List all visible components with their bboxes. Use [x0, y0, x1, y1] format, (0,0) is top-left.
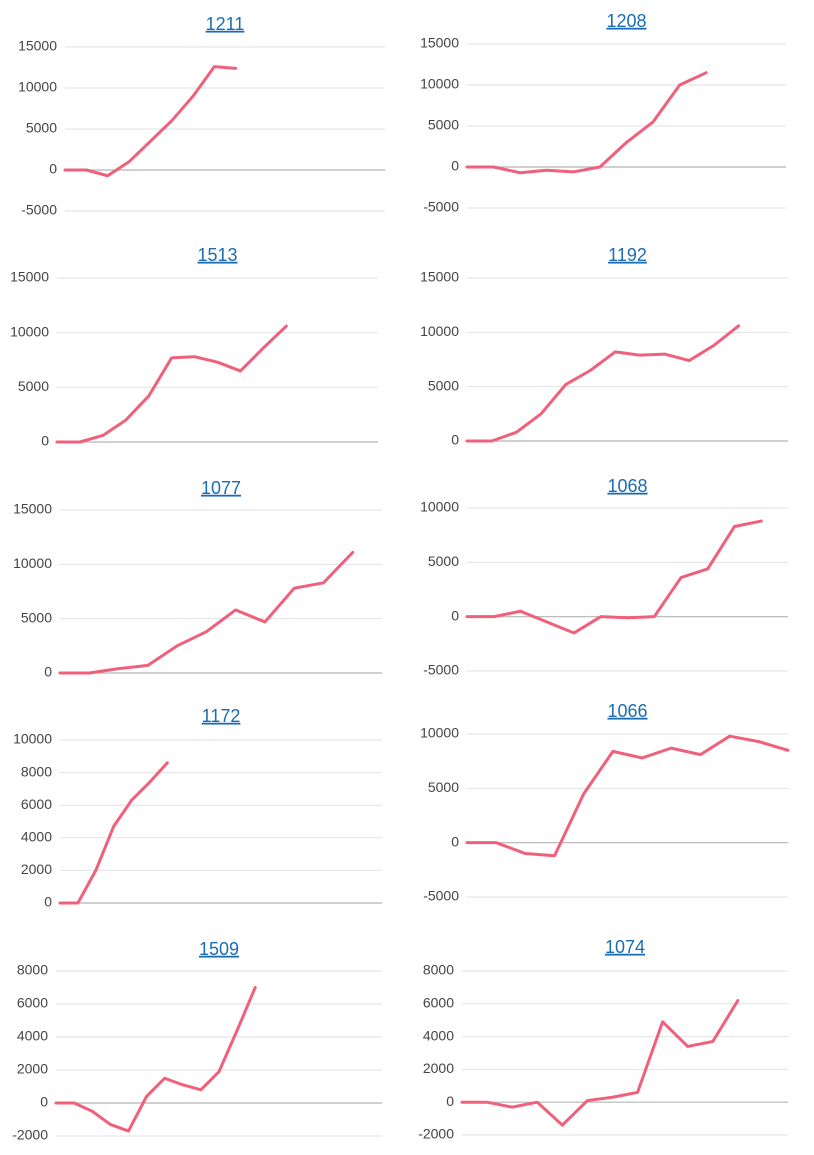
- series-line: [465, 734, 790, 858]
- y-tick-label: 15000: [420, 269, 459, 285]
- chart-title[interactable]: 1513: [197, 245, 237, 265]
- series-line: [460, 999, 740, 1127]
- chart-title[interactable]: 1509: [199, 939, 239, 959]
- y-tick-label: 8000: [17, 962, 48, 978]
- chart-title[interactable]: 1208: [606, 11, 646, 31]
- y-tick-label: 0: [44, 894, 52, 910]
- y-tick-label: 5000: [18, 378, 49, 394]
- y-tick-label: 4000: [17, 1028, 48, 1044]
- chart-title[interactable]: 1192: [608, 245, 647, 265]
- chart-title[interactable]: 1077: [201, 478, 241, 498]
- y-tick-label: 5000: [428, 117, 459, 133]
- y-tick-label: 0: [451, 607, 459, 623]
- y-tick-label: 5000: [26, 120, 57, 136]
- y-tick-label: -5000: [423, 888, 459, 904]
- series-line: [465, 519, 763, 635]
- chart-title[interactable]: 1211: [206, 14, 245, 34]
- y-tick-label: 10000: [420, 76, 459, 92]
- y-tick-label: 5000: [428, 377, 459, 393]
- y-tick-label: 6000: [17, 995, 48, 1011]
- series-line: [58, 761, 169, 905]
- y-tick-label: 8000: [423, 962, 454, 978]
- y-tick-label: 6000: [21, 796, 52, 812]
- y-tick-label: -5000: [423, 199, 459, 215]
- y-tick-label: 15000: [13, 501, 52, 517]
- y-tick-label: 4000: [21, 829, 52, 845]
- series-line: [58, 550, 355, 675]
- y-tick-label: 0: [49, 161, 57, 177]
- y-tick-label: 0: [41, 433, 49, 449]
- series-line: [465, 71, 708, 175]
- y-tick-label: 0: [446, 1093, 454, 1109]
- y-tick-label: 0: [451, 432, 459, 448]
- y-tick-label: -5000: [21, 202, 57, 218]
- y-tick-label: 15000: [10, 269, 49, 285]
- series-line: [55, 324, 288, 444]
- series-line: [63, 65, 238, 178]
- chart-title[interactable]: 1172: [202, 706, 241, 726]
- y-tick-label: 0: [40, 1094, 48, 1110]
- y-tick-label: 2000: [17, 1061, 48, 1077]
- y-tick-label: 0: [451, 833, 459, 849]
- y-tick-label: 2000: [21, 861, 52, 877]
- y-tick-label: 5000: [428, 779, 459, 795]
- y-tick-label: 10000: [420, 725, 459, 741]
- chart-title[interactable]: 1066: [607, 701, 647, 721]
- y-tick-label: 5000: [428, 553, 459, 569]
- y-tick-label: 15000: [18, 38, 57, 54]
- y-tick-label: 10000: [10, 323, 49, 339]
- y-tick-label: 6000: [423, 995, 454, 1011]
- y-tick-label: 10000: [13, 555, 52, 571]
- chart-title[interactable]: 1074: [605, 937, 645, 957]
- y-tick-label: 10000: [420, 499, 459, 515]
- series-line: [54, 986, 257, 1133]
- y-tick-label: 4000: [423, 1027, 454, 1043]
- y-tick-label: 10000: [420, 323, 459, 339]
- y-tick-label: -2000: [12, 1127, 48, 1143]
- y-tick-label: 10000: [13, 731, 52, 747]
- y-tick-label: -5000: [423, 662, 459, 678]
- y-tick-label: 15000: [420, 35, 459, 51]
- chart-title[interactable]: 1068: [607, 476, 647, 496]
- y-tick-label: 10000: [18, 79, 57, 95]
- y-tick-label: 0: [451, 158, 459, 174]
- series-line: [465, 324, 741, 443]
- y-tick-label: -2000: [418, 1126, 454, 1142]
- y-tick-label: 0: [44, 664, 52, 680]
- y-tick-label: 5000: [21, 609, 52, 625]
- y-tick-label: 8000: [21, 763, 52, 779]
- y-tick-label: 2000: [423, 1060, 454, 1076]
